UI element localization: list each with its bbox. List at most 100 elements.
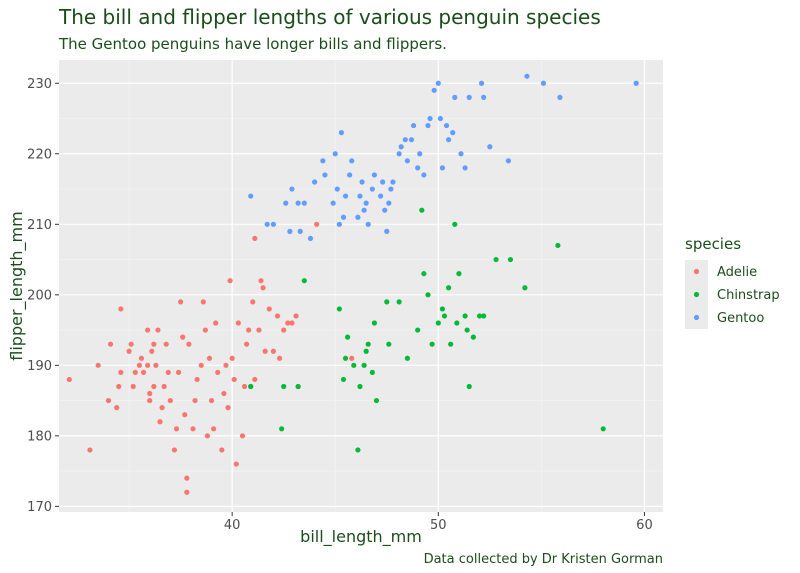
point-adelie [231, 376, 237, 383]
point-chinstrap [365, 341, 371, 347]
point-adelie [285, 320, 291, 326]
legend-label-adelie: Adelie [717, 265, 757, 280]
point-adelie [184, 489, 190, 495]
point-chinstrap [373, 397, 380, 404]
point-gentoo [388, 186, 394, 192]
point-gentoo [404, 158, 410, 164]
point-chinstrap [507, 256, 514, 263]
point-adelie [211, 426, 217, 432]
point-adelie [206, 355, 213, 361]
point-chinstrap [386, 341, 392, 347]
point-adelie [215, 369, 221, 375]
point-chinstrap [369, 369, 375, 375]
point-gentoo [458, 151, 464, 157]
point-chinstrap [295, 383, 301, 390]
point-adelie [173, 426, 180, 432]
y-tick-label: 190 [27, 359, 52, 374]
point-adelie [159, 405, 165, 411]
point-gentoo [402, 137, 408, 143]
point-gentoo [431, 87, 437, 93]
point-gentoo [505, 158, 511, 164]
point-adelie [118, 306, 124, 312]
point-gentoo [361, 207, 367, 213]
point-gentoo [410, 122, 417, 129]
point-gentoo [340, 214, 347, 220]
point-adelie [274, 313, 281, 319]
point-adelie [151, 383, 157, 390]
point-adelie [229, 355, 235, 361]
point-gentoo [289, 186, 295, 192]
point-gentoo [342, 193, 349, 199]
point-chinstrap [454, 320, 460, 326]
point-adelie [182, 412, 188, 418]
point-chinstrap [462, 313, 468, 319]
point-chinstrap [555, 242, 561, 249]
point-gentoo [301, 200, 307, 206]
x-tick-label: 50 [430, 518, 447, 533]
point-adelie [157, 419, 163, 425]
point-chinstrap [357, 383, 363, 390]
point-chinstrap [429, 341, 435, 347]
point-adelie [190, 426, 196, 432]
point-gentoo [450, 130, 456, 136]
point-gentoo [435, 80, 441, 86]
point-adelie [107, 341, 114, 347]
point-gentoo [540, 80, 547, 86]
legend: species Adelie Chinstrap Gentoo [685, 235, 780, 329]
point-chinstrap [355, 447, 361, 453]
point-chinstrap [361, 362, 367, 368]
chart-subtitle: The Gentoo penguins have longer bills an… [58, 35, 447, 53]
point-gentoo [297, 228, 303, 234]
point-adelie [153, 362, 159, 368]
point-gentoo [295, 200, 301, 206]
point-adelie [66, 376, 72, 383]
point-chinstrap [522, 285, 528, 291]
point-adelie [266, 306, 272, 312]
point-adelie [204, 433, 211, 439]
point-adelie [87, 447, 93, 453]
point-gentoo [332, 151, 338, 157]
point-gentoo [334, 186, 340, 192]
point-gentoo [478, 80, 485, 86]
point-gentoo [437, 115, 443, 122]
point-chinstrap [342, 355, 349, 361]
point-gentoo [287, 228, 293, 234]
point-adelie [225, 405, 231, 411]
point-gentoo [320, 158, 326, 164]
point-adelie [165, 369, 171, 375]
point-gentoo [408, 137, 415, 143]
point-chinstrap [481, 313, 487, 319]
point-adelie [314, 221, 320, 227]
point-adelie [239, 433, 246, 439]
point-gentoo [347, 172, 353, 178]
point-adelie [95, 362, 101, 368]
point-adelie [145, 362, 151, 368]
point-adelie [262, 348, 268, 354]
point-chinstrap [446, 285, 452, 291]
point-gentoo [322, 172, 328, 178]
point-adelie [184, 475, 190, 481]
point-gentoo [248, 193, 254, 199]
point-chinstrap [301, 278, 307, 284]
point-gentoo [336, 221, 342, 227]
point-adelie [171, 447, 178, 453]
point-chinstrap [363, 348, 369, 354]
point-chinstrap [441, 313, 448, 319]
point-gentoo [377, 193, 384, 199]
point-chinstrap [396, 299, 402, 305]
point-adelie [114, 405, 120, 411]
point-adelie [161, 383, 167, 390]
axis-ticks: 40 50 60 170 180 190 200 210 220 230 [27, 77, 653, 533]
point-gentoo [417, 151, 423, 157]
point-gentoo [481, 94, 487, 100]
point-gentoo [365, 221, 371, 227]
point-chinstrap [439, 306, 446, 312]
point-gentoo [312, 179, 318, 185]
point-adelie [260, 285, 266, 291]
point-gentoo [633, 80, 639, 86]
point-gentoo [415, 165, 421, 171]
point-adelie [105, 397, 112, 404]
point-chinstrap [448, 341, 454, 347]
legend-label-chinstrap: Chinstrap [717, 288, 780, 303]
point-gentoo [398, 144, 404, 150]
